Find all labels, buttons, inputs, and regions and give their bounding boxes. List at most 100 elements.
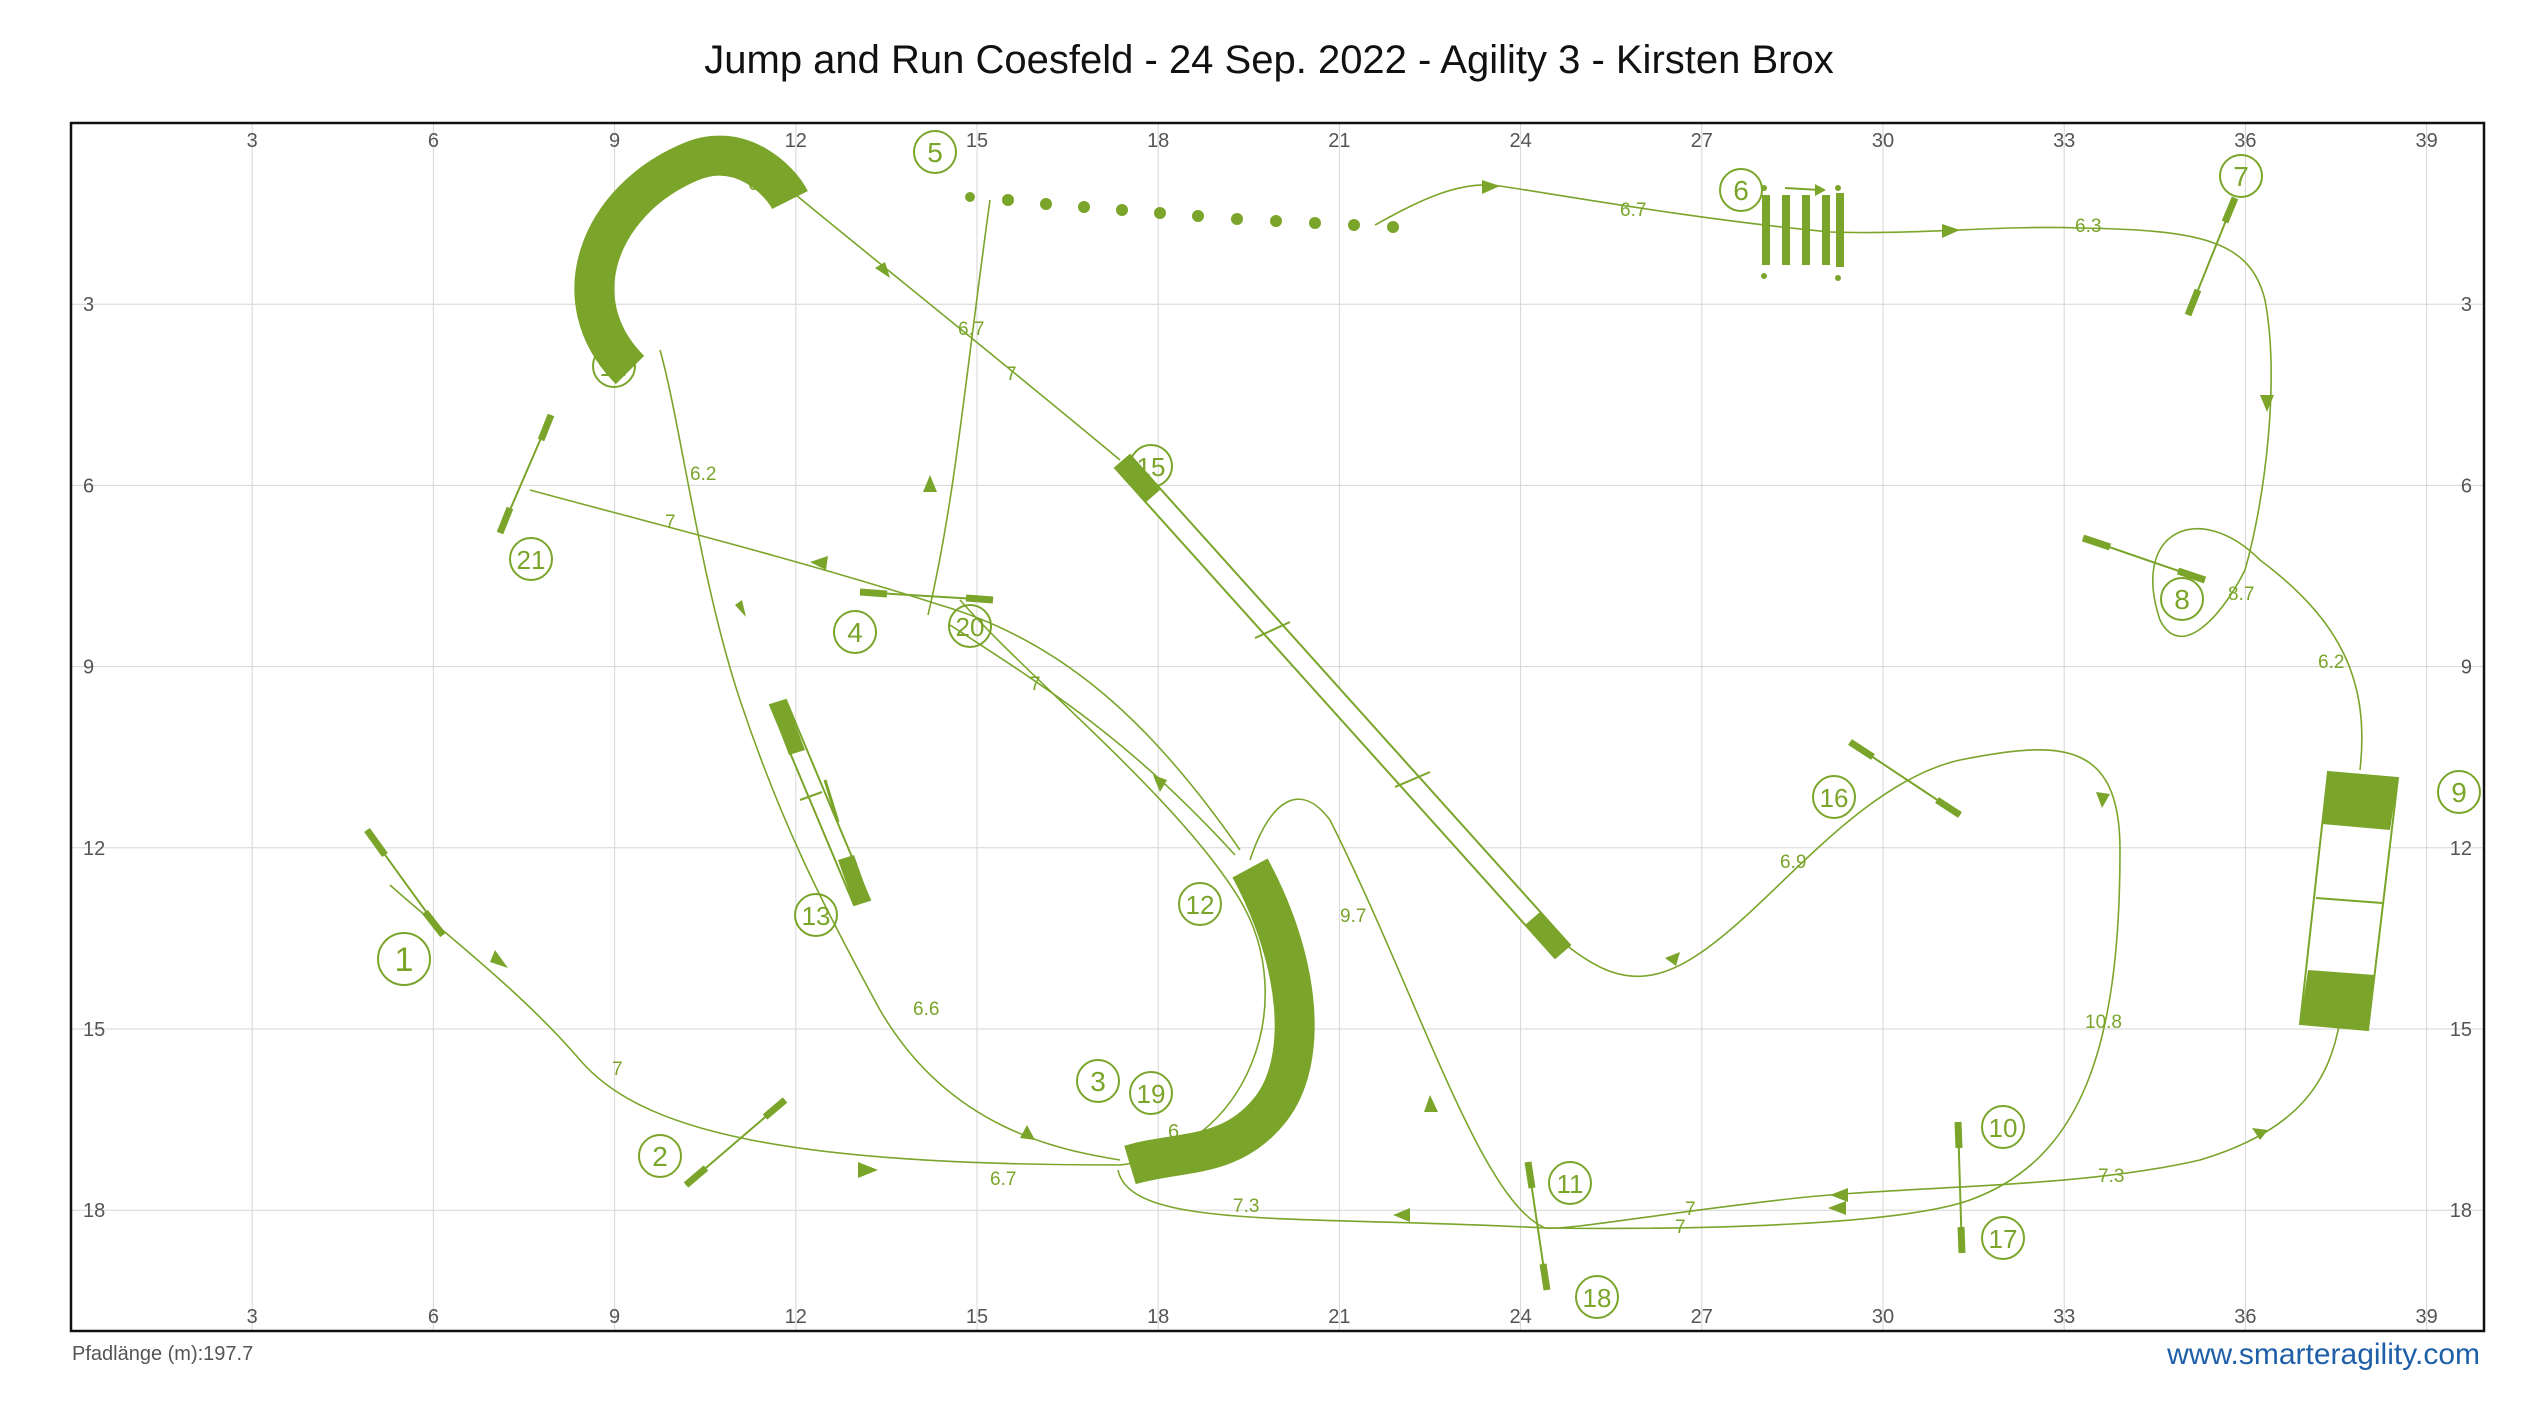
distance-label: 6.6 [913,999,939,1020]
distance-label: 7 [1675,1217,1686,1238]
arrow-icon [858,1162,878,1178]
jump-11-18 [1524,1161,1551,1291]
svg-text:16: 16 [1820,783,1849,813]
y-tick-label: 9 [2461,657,2472,679]
path-segment [389,884,1121,1166]
distance-label: 6.7 [958,319,984,340]
x-tick-label: 12 [785,130,807,152]
y-tick-label: 15 [2450,1019,2472,1041]
grid-lines [71,123,2484,1331]
course-title: Jump and Run Coesfeld - 24 Sep. 2022 - A… [704,38,1834,82]
y-tick-label: 6 [83,475,94,497]
arrow-icon [2096,792,2110,808]
x-tick-label: 24 [1509,130,1531,152]
x-tick-label: 15 [966,130,988,152]
obstacle-number-7: 7 [2219,154,2263,198]
arrow-icon [1830,1188,1848,1202]
x-tick-label: 21 [1328,1306,1350,1328]
x-tick-label: 6 [428,130,439,152]
y-tick-label: 12 [83,838,105,860]
x-tick-label: 9 [609,130,620,152]
axis-ticks: 3366991212151518182121242427273030333336… [83,130,2472,1328]
svg-text:13: 13 [802,901,831,931]
x-tick-label: 18 [1147,130,1169,152]
svg-text:19: 19 [1137,1079,1166,1109]
jump-4-20 [859,588,994,604]
arrow-icon [1424,1095,1438,1112]
x-tick-label: 3 [247,130,258,152]
distance-labels: 6.7 7 6.7 6.3 8.7 6.2 6.2 7 7 6.6 6.9 10… [612,200,2344,1238]
distance-label: 6.7 [1620,200,1646,221]
obstacle-number-4: 4 [833,610,877,654]
distance-label: 6.9 [1780,852,1806,873]
arrow-icon [875,262,890,278]
website-link[interactable]: www.smarteragility.com [2167,1338,2480,1371]
aframe-9 [2298,770,2400,1032]
arrow-icon [923,475,937,492]
path-length: Pfadlänge (m):197.7 [72,1343,254,1365]
tunnel-14 [574,135,808,385]
obstacles: 6 6 [364,135,2400,1291]
distance-label: 7.3 [1233,1196,1259,1217]
path-segment [949,624,1236,856]
arrow-icon [1393,1208,1410,1222]
path-segment [927,199,991,616]
arrow-icon [1482,180,1500,194]
y-tick-label: 18 [2450,1200,2472,1222]
svg-text:3: 3 [1090,1066,1106,1097]
jump-16 [1848,739,1962,818]
obstacle-number-2: 2 [638,1134,682,1178]
obstacle-number-15: 15 [1129,444,1173,488]
seesaw-13 [768,698,872,907]
svg-text:12: 12 [1186,890,1215,920]
svg-text:20: 20 [956,612,985,642]
obstacle-number-10: 10 [1981,1105,2025,1149]
obstacle-number-11: 11 [1548,1161,1592,1205]
distance-label: 7.3 [2098,1166,2124,1187]
svg-text:18: 18 [1583,1283,1612,1313]
path-segment [529,489,1241,851]
arrow-icon [1153,775,1167,792]
obstacle-number-5: 5 [913,130,957,174]
svg-text:2: 2 [652,1141,668,1172]
y-tick-label: 9 [83,657,94,679]
svg-text:7: 7 [2233,161,2249,192]
distance-label: 6.7 [990,1169,1016,1190]
tunnel-3 [1124,858,1315,1185]
path-segment [2259,559,2363,771]
svg-text:5: 5 [927,137,943,168]
svg-text:1: 1 [395,941,414,979]
path-segment [1117,1169,1546,1229]
obstacle-number-9: 9 [2437,770,2481,814]
svg-text:6: 6 [1733,175,1749,206]
x-tick-label: 36 [2234,130,2256,152]
obstacle-number-21: 21 [509,537,553,581]
distance-label: 7 [1006,364,1017,385]
svg-text:11: 11 [1557,1169,1584,1199]
x-tick-label: 21 [1328,130,1350,152]
dog-path [389,184,2363,1230]
jump-8 [2081,534,2207,584]
arrow-icon [1942,224,1960,238]
tunnel-length-label: 6 [748,173,759,195]
dogwalk-15 [1113,453,1572,960]
y-tick-label: 15 [83,1019,105,1041]
svg-text:8: 8 [2174,584,2190,615]
distance-label: 6.3 [2075,216,2101,237]
svg-text:17: 17 [1989,1224,2018,1254]
distance-label: 10.8 [2085,1012,2122,1033]
svg-text:4: 4 [847,617,863,648]
obstacle-number-12: 12 [1178,882,1222,926]
jump-1 [364,827,446,938]
x-tick-label: 9 [609,1306,620,1328]
obstacle-number-8: 8 [2160,577,2204,621]
obstacle-number-3: 3 [1076,1059,1120,1103]
arrow-icon [490,950,508,968]
path-segment [1544,1019,2341,1229]
path-segment [789,189,1121,461]
y-tick-label: 6 [2461,475,2472,497]
path-segment [659,349,1121,1161]
obstacle-number-16: 16 [1812,775,1856,819]
svg-text:14: 14 [600,352,629,382]
distance-label: 6.2 [2318,652,2344,673]
